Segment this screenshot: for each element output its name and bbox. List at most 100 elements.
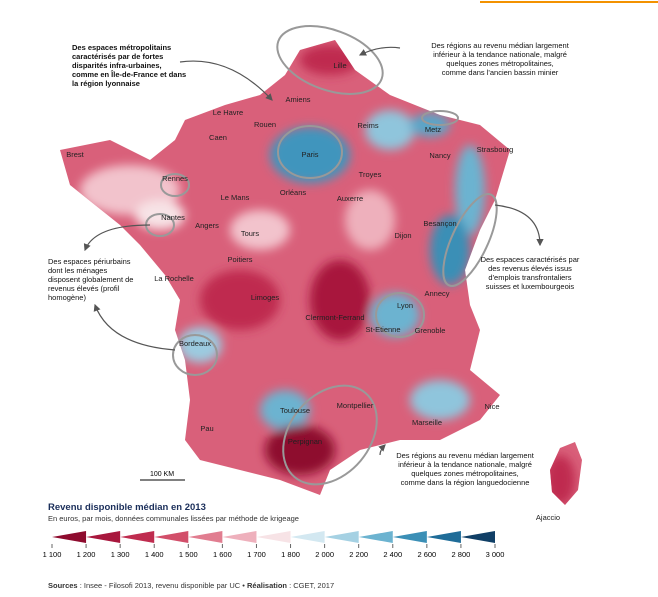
annotation-line: revenus élevés (profil	[48, 284, 120, 293]
city-label: Toulouse	[280, 406, 310, 415]
legend-swatch	[290, 531, 325, 543]
annotation-line: Des régions au revenu médian largement	[431, 41, 569, 50]
annotation-line: inférieur à la tendance nationale, malgr…	[398, 460, 532, 469]
city-label: Auxerre	[337, 194, 363, 203]
city-label: Metz	[425, 125, 442, 134]
legend-tick-label: 1 600	[213, 550, 232, 559]
city-labels: Lille Amiens Le Havre Rouen Caen Reims Metz Par…	[66, 61, 560, 522]
legend-subtitle: En euros, par mois, données communales l…	[48, 514, 299, 523]
annotation-line: comme en Île-de-France et dans	[72, 70, 186, 79]
city-label: Limoges	[251, 293, 280, 302]
legend-tick-label: 1 100	[43, 550, 62, 559]
annotation-line: des revenus élevés issus	[488, 264, 572, 273]
legend-tick-label: 1 500	[179, 550, 198, 559]
source: Sources : Insee - Filosofi 2013, revenu …	[48, 581, 334, 590]
credit-label: Réalisation	[247, 581, 287, 590]
scale-label: 100 KM	[150, 471, 174, 478]
legend-tick-label: 1 200	[77, 550, 96, 559]
city-label: Besançon	[423, 219, 456, 228]
city-label: Clermont-Ferrand	[305, 313, 364, 322]
legend-swatch	[154, 531, 189, 543]
annotation-line: quelques zones métropolitaines,	[411, 469, 519, 478]
legend-swatch	[358, 531, 393, 543]
arrows	[83, 46, 544, 456]
annotation-line: Des espaces métropolitains	[72, 43, 171, 52]
city-label: Tours	[241, 229, 260, 238]
legend-tick-label: 2 600	[417, 550, 436, 559]
city-label: Amiens	[285, 95, 310, 104]
legend-swatch	[324, 531, 359, 543]
legend-swatch	[120, 531, 155, 543]
legend-swatch	[460, 531, 495, 543]
city-label: Reims	[357, 121, 379, 130]
highlight-circles	[145, 25, 498, 486]
legend-title: Revenu disponible médian en 2013	[48, 502, 206, 513]
city-label: Pau	[200, 424, 213, 433]
city-label: La Rochelle	[154, 274, 194, 283]
city-label: Orléans	[280, 188, 307, 197]
annotation-line: comme dans la région languedocienne	[401, 478, 530, 487]
city-label: Annecy	[424, 289, 449, 298]
city-label: Marseille	[412, 418, 442, 427]
annotation-line: disparités infra-urbaines,	[72, 61, 162, 70]
legend-swatch	[392, 531, 427, 543]
city-label: Dijon	[394, 231, 411, 240]
legend-tick-label: 3 000	[486, 550, 505, 559]
city-label: Poitiers	[227, 255, 252, 264]
city-label: Caen	[209, 133, 227, 142]
legend-swatch	[52, 531, 87, 543]
city-label: Strasbourg	[477, 145, 514, 154]
city-label: Lyon	[397, 301, 413, 310]
annotation-line: inférieur à la tendance nationale, malgr…	[433, 50, 567, 59]
city-label: Grenoble	[415, 326, 446, 335]
legend-swatch	[426, 531, 461, 543]
annotation-line: Des régions au revenu médian largement	[396, 451, 534, 460]
legend-tick-label: 1 700	[247, 550, 266, 559]
city-label: Ajaccio	[536, 513, 560, 522]
city-label: Brest	[66, 150, 84, 159]
source-label: Sources	[48, 581, 78, 590]
city-label: Rouen	[254, 120, 276, 129]
credit-text: : CGET, 2017	[287, 581, 334, 590]
legend-swatch	[86, 531, 121, 543]
city-label: Perpignan	[288, 437, 322, 446]
annotation-line: caractérisés par de fortes	[72, 52, 163, 61]
source-text: : Insee - Filosofi 2013, revenu disponib…	[78, 581, 247, 590]
annotation-line: Des espaces caractérisés par	[481, 255, 580, 264]
city-label: Rennes	[162, 174, 188, 183]
legend-tick-label: 2 400	[383, 550, 402, 559]
annotation-line: homogène)	[48, 293, 86, 302]
legend-swatch	[222, 531, 257, 543]
city-label: Paris	[301, 150, 318, 159]
legend-swatch	[188, 531, 223, 543]
city-label: Lille	[333, 61, 346, 70]
legend-tick-label: 1 400	[145, 550, 164, 559]
legend-tick-label: 2 000	[315, 550, 334, 559]
annotation-line: la région lyonnaise	[72, 79, 140, 88]
city-label: St-Etienne	[365, 325, 400, 334]
city-label: Le Havre	[213, 108, 243, 117]
city-label: Nantes	[161, 213, 185, 222]
annotation-line: Des espaces périurbains	[48, 257, 131, 266]
annotation-line: d'emplois transfrontaliers	[488, 273, 571, 282]
annotation-line: dont les ménages	[48, 266, 107, 275]
city-label: Troyes	[359, 170, 382, 179]
legend-tick-label: 1 300	[111, 550, 130, 559]
city-label: Le Mans	[221, 193, 250, 202]
city-label: Montpellier	[337, 401, 374, 410]
legend: 1 100 1 200 1 300 1 400 1 500 1 600 1 700 1 800…	[43, 531, 505, 559]
annotation-line: comme dans l'ancien bassin minier	[442, 68, 559, 77]
city-label: Bordeaux	[179, 339, 211, 348]
annotation-line: suisses et luxembourgeois	[486, 282, 575, 291]
legend-swatch	[256, 531, 291, 543]
city-label: Angers	[195, 221, 219, 230]
city-label: Nancy	[429, 151, 451, 160]
legend-tick-label: 1 800	[281, 550, 300, 559]
legend-tick-label: 2 200	[349, 550, 368, 559]
legend-tick-label: 2 800	[452, 550, 471, 559]
annotation-line: quelques zones métropolitaines,	[446, 59, 554, 68]
annotation-line: disposent globalement de	[48, 275, 133, 284]
city-label: Nice	[484, 402, 499, 411]
